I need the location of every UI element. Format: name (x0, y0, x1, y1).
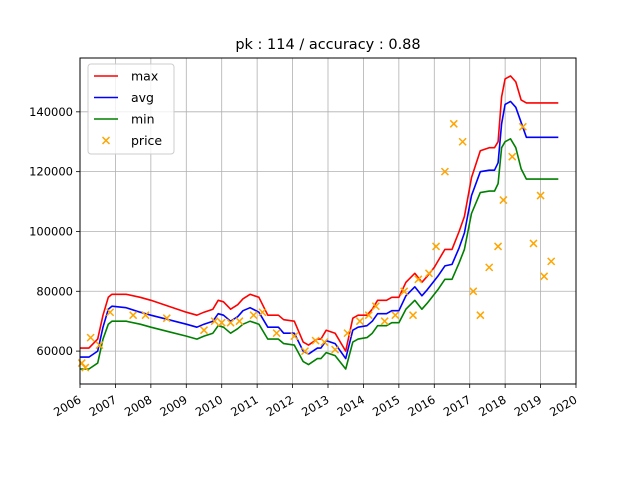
price-point (272, 329, 281, 338)
legend-label-avg: avg (131, 90, 154, 105)
x-tick-label: 2007 (87, 392, 119, 419)
price-point (300, 347, 310, 356)
price-point (380, 317, 389, 326)
price-point (536, 191, 545, 200)
price-point (547, 257, 556, 266)
x-tick-label: 2016 (405, 392, 437, 419)
x-tick-label: 2019 (512, 392, 544, 419)
x-tick-label: 2017 (441, 392, 473, 419)
y-tick-label: 140000 (29, 105, 73, 119)
price-point (485, 263, 494, 272)
x-tick-label: 2009 (157, 392, 189, 419)
series-lines (80, 75, 559, 370)
x-tick-label: 2011 (228, 392, 260, 419)
price-point (95, 341, 104, 350)
chart-title: pk : 114 / accuracy : 0.88 (235, 37, 420, 53)
x-axis: 2006 2007 2008 2009 2010 2011 2012 2013 2014 2015… (51, 384, 580, 419)
price-point (432, 242, 441, 251)
series-line-max (80, 75, 559, 352)
price-markers (77, 119, 556, 372)
price-point (311, 336, 320, 345)
legend-label-max: max (131, 69, 158, 84)
price-point (249, 311, 258, 320)
y-axis: 60000 80000 100000 120000 140000 (29, 105, 80, 358)
price-point (235, 317, 244, 326)
x-tick-label: 2010 (193, 392, 225, 419)
legend-label-price: price (131, 133, 162, 148)
price-point (226, 318, 235, 327)
price-point (408, 311, 418, 320)
price-point (129, 311, 138, 320)
price-point (162, 314, 171, 323)
price-point (414, 275, 423, 284)
price-point (529, 239, 538, 248)
x-tick-label: 2013 (299, 392, 331, 419)
price-point (508, 152, 517, 161)
legend-swatch-price (101, 136, 111, 145)
y-tick-label: 100000 (29, 224, 73, 238)
price-point (106, 308, 115, 317)
x-tick-label: 2015 (370, 392, 402, 419)
x-tick-label: 2012 (264, 392, 296, 419)
price-point (331, 345, 340, 354)
grid (79, 58, 577, 384)
price-point (355, 317, 364, 326)
y-tick-label: 60000 (36, 344, 73, 358)
price-point (343, 329, 352, 338)
series-line-avg (80, 100, 559, 360)
legend: max avg min price (87, 63, 175, 155)
price-point (320, 338, 329, 347)
x-tick-label: 2018 (476, 392, 508, 419)
price-point (86, 333, 95, 342)
price-point (476, 311, 485, 320)
price-point (364, 311, 373, 320)
price-point (391, 311, 400, 320)
price-point (141, 311, 150, 320)
x-tick-label: 2014 (335, 392, 367, 419)
price-point (371, 302, 380, 311)
price-point (258, 308, 267, 317)
legend-label-min: min (131, 112, 155, 127)
x-tick-label: 2006 (51, 392, 83, 419)
price-point (494, 242, 503, 251)
price-point (518, 122, 527, 131)
price-point (290, 332, 299, 341)
price-point (458, 137, 467, 146)
y-tick-label: 120000 (29, 165, 73, 179)
price-point (400, 287, 409, 296)
y-tick-label: 80000 (36, 284, 73, 298)
price-point (449, 119, 458, 128)
x-tick-label: 2008 (122, 392, 154, 419)
price-point (499, 196, 508, 205)
price-point (469, 287, 478, 296)
price-point (210, 317, 219, 326)
price-point (424, 269, 434, 278)
x-tick-label: 2020 (547, 392, 579, 419)
legend-box (87, 63, 175, 155)
price-point (81, 363, 90, 372)
price-point (199, 326, 209, 335)
price-point (217, 318, 226, 327)
price-point (440, 167, 449, 176)
series-line-min (80, 138, 559, 370)
price-point (540, 272, 549, 281)
